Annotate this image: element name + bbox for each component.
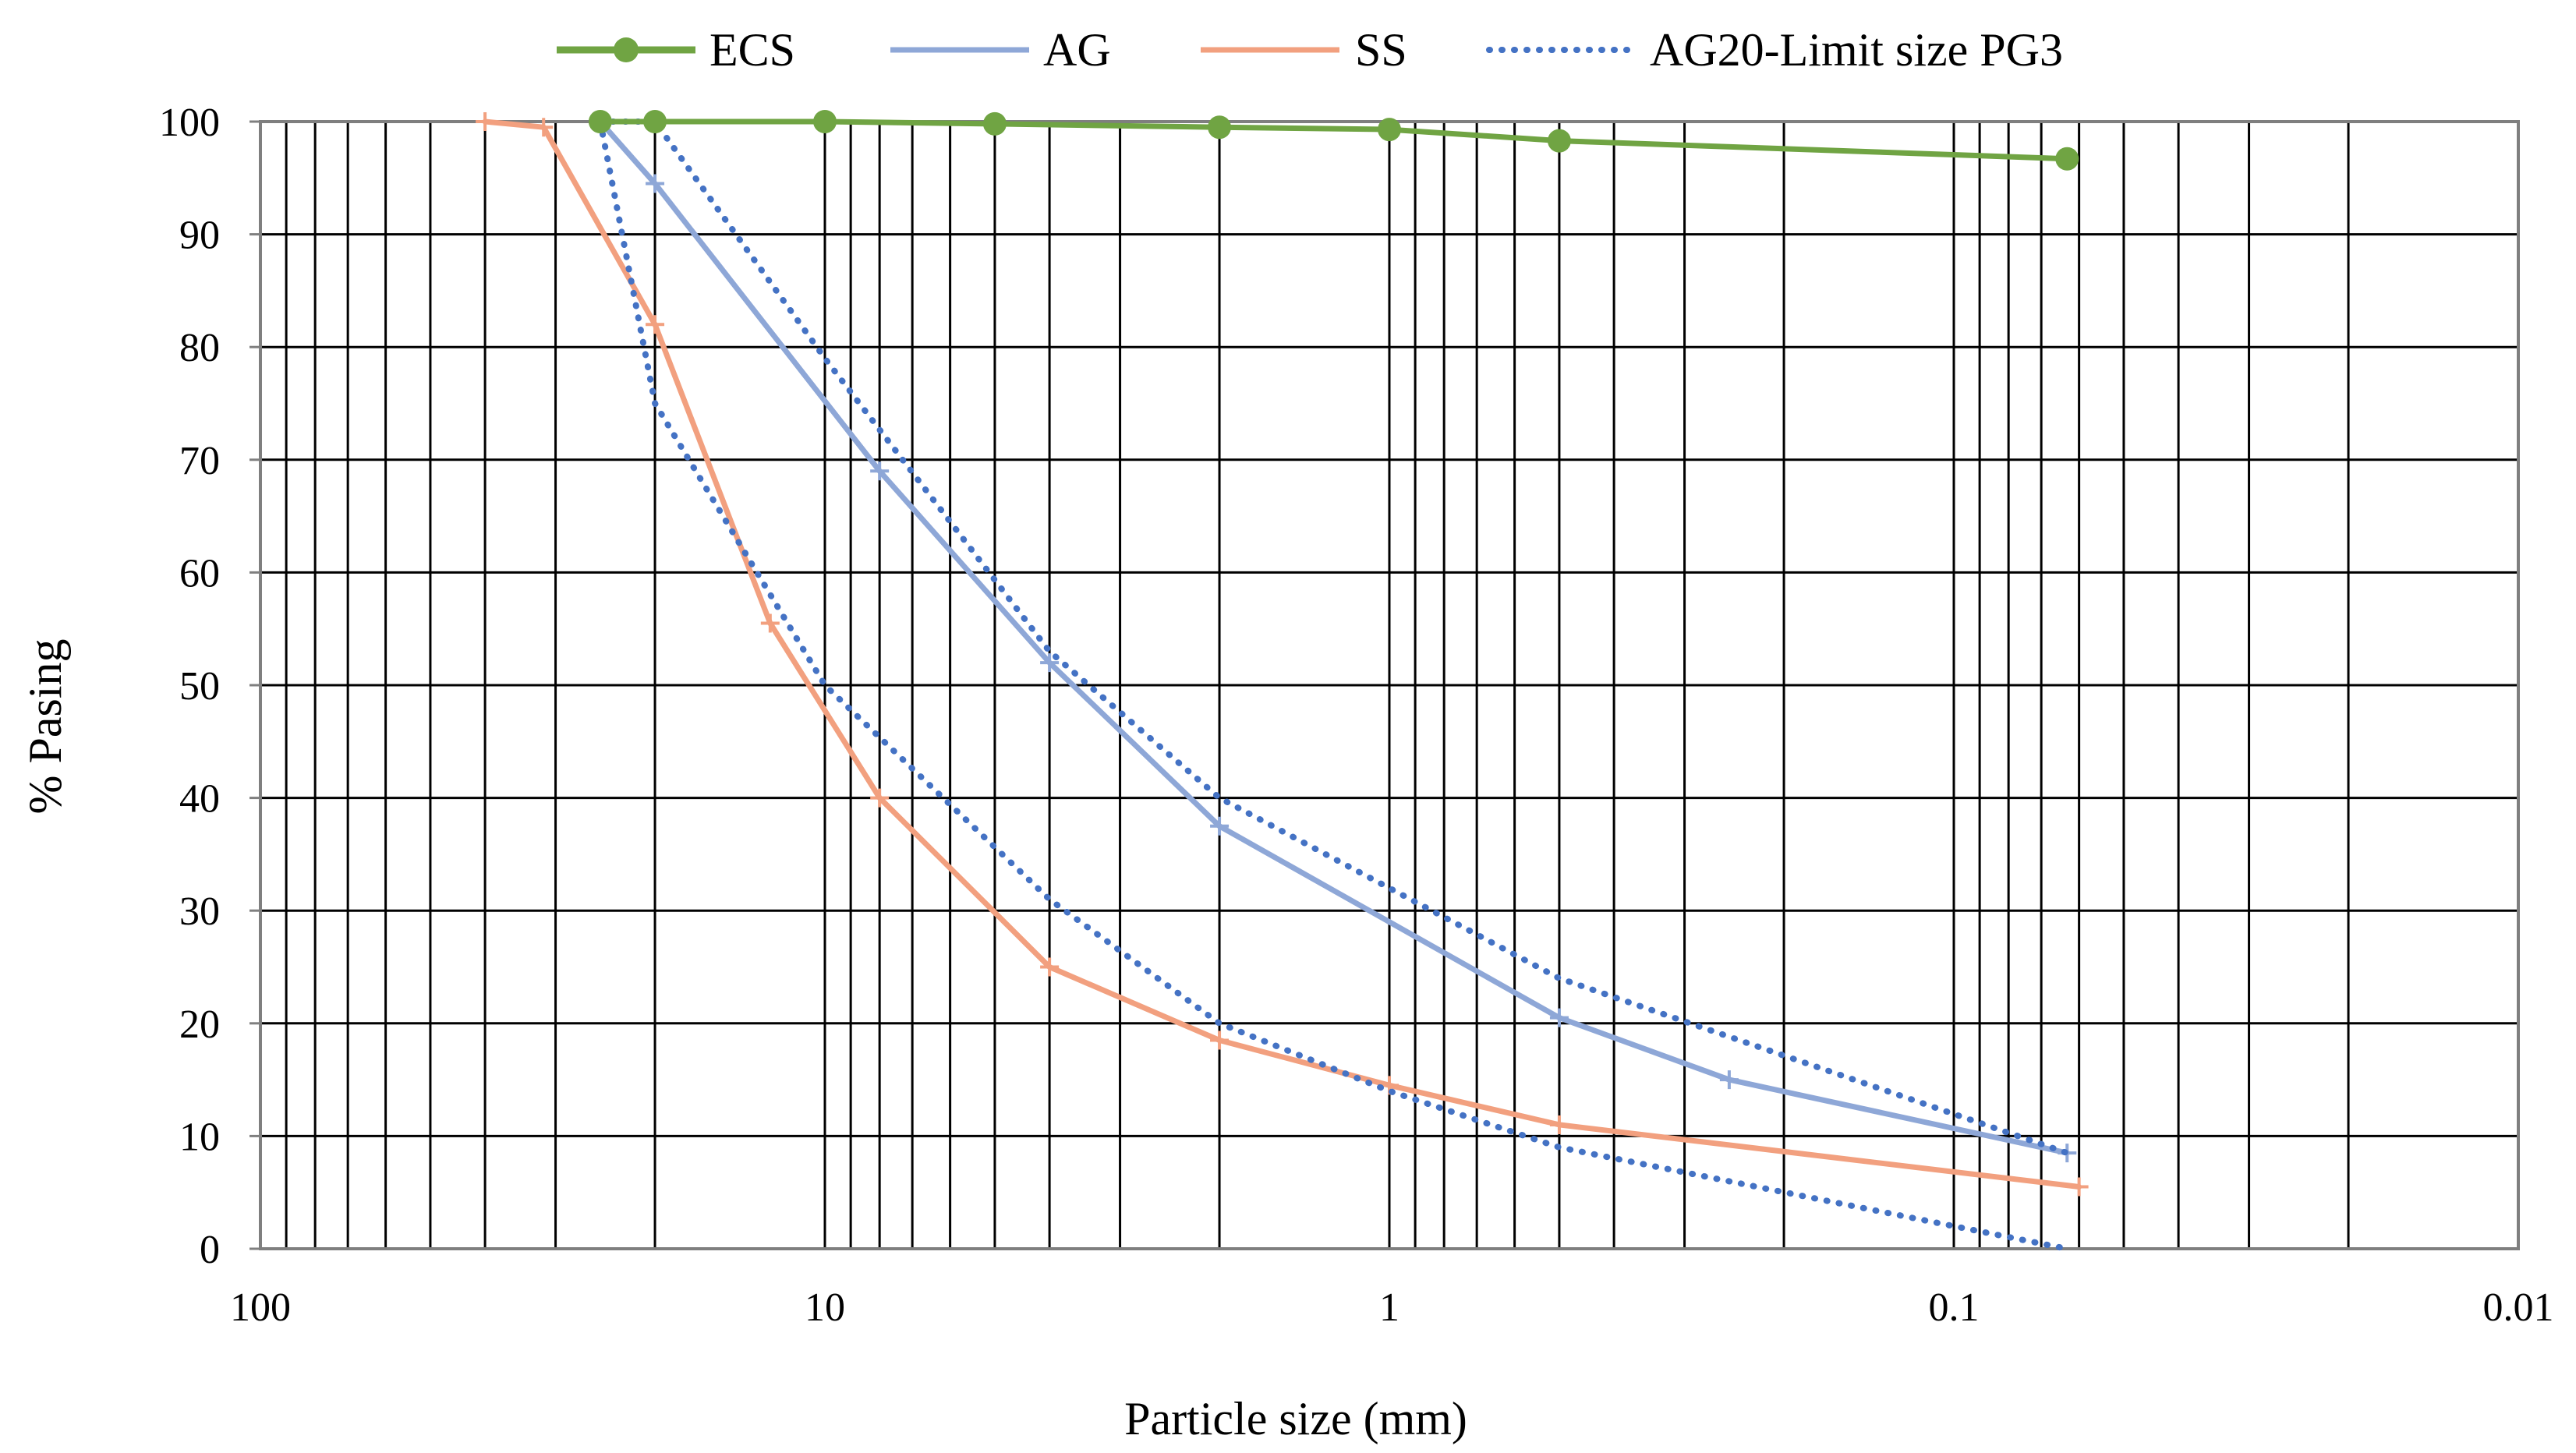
y-tick-label: 100 (159, 101, 220, 145)
data-point-ag[interactable] (1210, 816, 1230, 836)
series-ag (590, 112, 2077, 1163)
y-axis-title: % Pasing (19, 639, 71, 815)
series-line-ss (482, 118, 2082, 1190)
data-point-ss[interactable] (870, 788, 890, 808)
y-tick-label: 20 (179, 1002, 220, 1047)
y-axis-ticks: 0 10 20 30 40 50 60 70 80 90 100 (159, 101, 260, 1272)
y-tick-label: 90 (179, 214, 220, 258)
data-point-ecs[interactable] (1208, 115, 1232, 140)
y-tick-label: 70 (179, 439, 220, 483)
grid (260, 122, 2518, 1249)
data-point-ecs[interactable] (643, 110, 667, 133)
legend-item-ecs[interactable]: ECS (557, 24, 795, 76)
y-tick-label: 0 (200, 1228, 220, 1272)
data-point-ag[interactable] (1549, 1008, 1569, 1027)
data-point-ecs[interactable] (1378, 118, 1401, 142)
x-tick-label: 10 (805, 1285, 845, 1330)
y-tick-label: 50 (179, 664, 220, 709)
data-point-ss[interactable] (760, 613, 780, 633)
data-point-ecs[interactable] (982, 111, 1007, 136)
legend: ECS AG SS AG20-Limit size PG3 (557, 24, 2063, 76)
data-point-ss[interactable] (1210, 1031, 1230, 1050)
data-point-ecs[interactable] (588, 110, 612, 133)
data-point-ss[interactable] (534, 118, 554, 137)
data-point-ss[interactable] (2069, 1177, 2089, 1197)
legend-label-ecs: ECS (709, 24, 795, 76)
data-point-ecs[interactable] (813, 110, 837, 133)
series-line-ag20-limit-size-pg3-1 (596, 118, 2071, 1157)
series-ss (476, 112, 2089, 1197)
y-tick-label: 10 (179, 1115, 220, 1159)
legend-label-ag: AG (1043, 24, 1111, 76)
y-tick-label: 80 (179, 326, 220, 370)
data-point-ss[interactable] (476, 112, 495, 131)
x-axis-title: Particle size (mm) (1124, 1393, 1467, 1444)
data-point-ss[interactable] (646, 315, 665, 334)
series-layer (476, 110, 2089, 1252)
data-point-ss[interactable] (1549, 1115, 1569, 1134)
data-point-ag[interactable] (1040, 653, 1060, 673)
legend-item-ss[interactable]: SS (1201, 24, 1407, 76)
series-line-ag20-limit-size-pg3-2 (596, 118, 2071, 1252)
y-tick-label: 60 (179, 551, 220, 596)
legend-label-ag20-limit: AG20-Limit size PG3 (1650, 24, 2063, 76)
y-tick-label: 30 (179, 889, 220, 934)
legend-item-ag20-limit[interactable]: AG20-Limit size PG3 (1486, 24, 2063, 76)
series-ecs (588, 110, 2079, 171)
x-axis-ticks: 100 10 1 0.1 0.01 (230, 1285, 2554, 1330)
legend-item-ag[interactable]: AG (890, 24, 1111, 76)
legend-marker-ecs (614, 37, 639, 62)
x-tick-label: 100 (230, 1285, 291, 1330)
x-tick-label: 0.1 (1929, 1285, 1980, 1330)
series-line-ecs (597, 118, 2070, 162)
data-point-ecs[interactable] (2055, 147, 2079, 171)
data-point-ss[interactable] (1040, 957, 1060, 977)
data-point-ag[interactable] (646, 174, 665, 193)
data-point-ag[interactable] (1719, 1070, 1739, 1090)
y-tick-label: 40 (179, 777, 220, 822)
data-point-ag[interactable] (870, 461, 890, 481)
series-line-ag (597, 118, 2070, 1156)
legend-label-ss: SS (1355, 24, 1407, 76)
x-tick-label: 1 (1379, 1285, 1399, 1330)
series-ag20-limit-size-pg3 (596, 118, 2071, 1252)
x-tick-label: 0.01 (2483, 1285, 2554, 1330)
data-point-ecs[interactable] (1547, 129, 1571, 153)
